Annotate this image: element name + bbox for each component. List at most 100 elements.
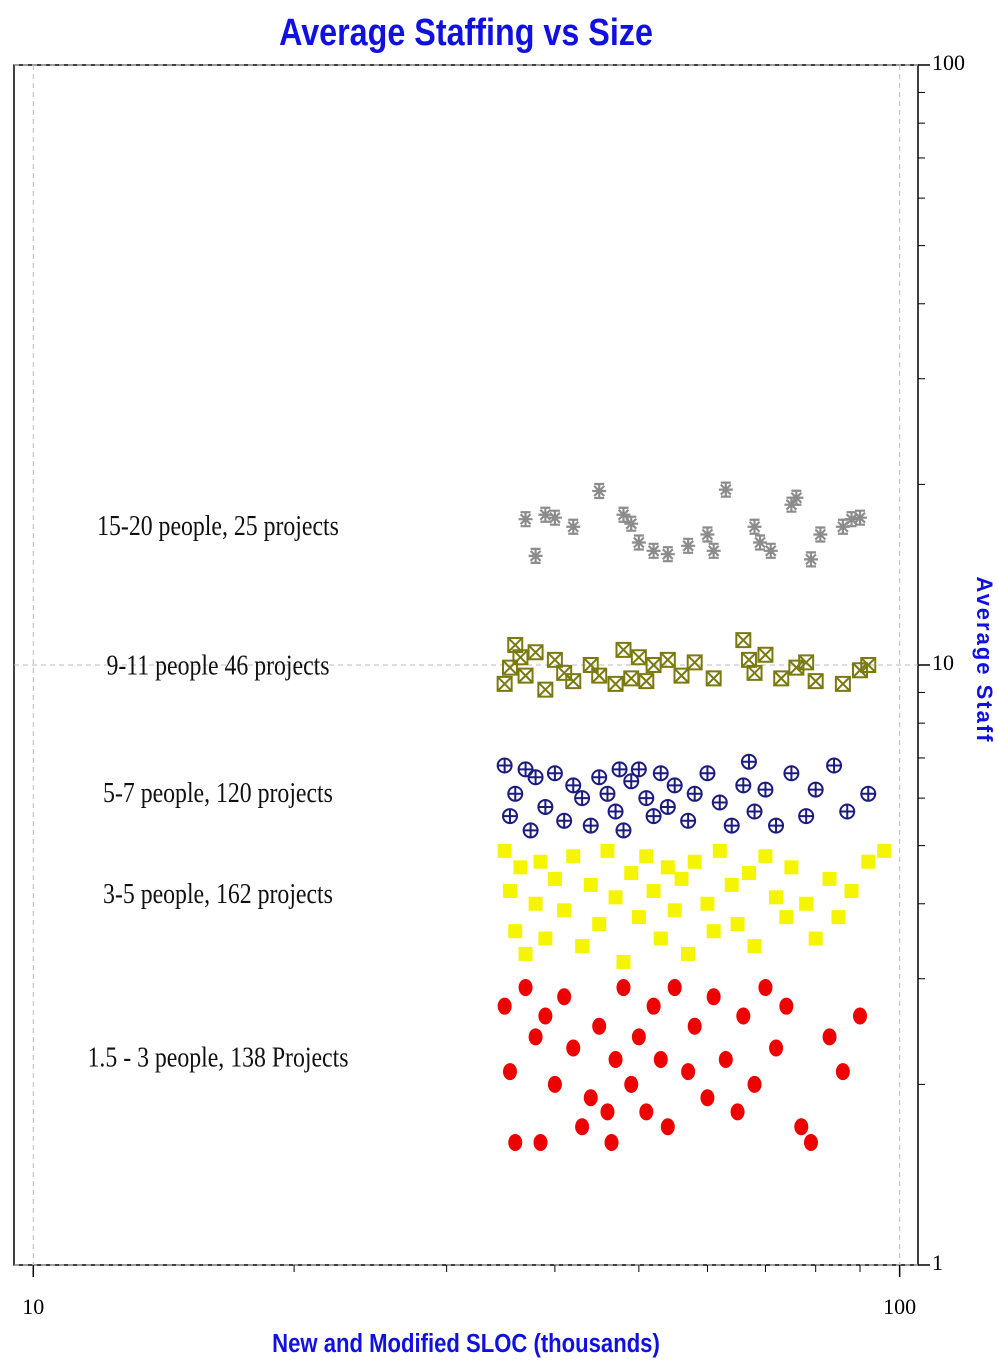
y-tick-label: 100: [932, 50, 965, 75]
data-point: [674, 871, 689, 886]
data-point: [808, 931, 823, 946]
data-point: [763, 542, 778, 559]
data-point: [718, 481, 733, 498]
data-point: [660, 546, 675, 563]
data-point: [730, 917, 745, 932]
data-point: [653, 931, 668, 946]
data-point: [798, 654, 815, 671]
data-point: [645, 808, 662, 825]
y-tick-label: 10: [932, 650, 954, 675]
data-point: [735, 632, 752, 649]
data-point: [592, 917, 607, 932]
data-point: [615, 822, 632, 839]
data-point: [826, 757, 843, 774]
data-point: [844, 511, 859, 528]
data-point: [822, 1028, 837, 1046]
data-point: [507, 785, 524, 802]
data-point: [735, 777, 752, 794]
data-point: [557, 988, 572, 1006]
data-point: [575, 1118, 590, 1136]
data-point: [687, 1017, 702, 1035]
data-point: [839, 803, 856, 820]
data-point: [673, 667, 690, 684]
data-point: [746, 803, 763, 820]
x-tick-label: 100: [883, 1294, 916, 1319]
data-point: [807, 781, 824, 798]
data-point: [565, 777, 582, 794]
data-point: [517, 761, 534, 778]
data-point: [624, 515, 639, 532]
x-axis-label: New and Modified SLOC (thousands): [272, 1329, 660, 1358]
data-point: [718, 1051, 733, 1069]
series-label: 5-7 people, 120 projects: [103, 777, 333, 808]
data-point: [747, 939, 762, 954]
y-axis-label: Average Staff: [972, 576, 997, 743]
data-point: [807, 673, 824, 690]
data-point: [592, 1017, 607, 1035]
data-point: [768, 817, 785, 834]
data-point: [645, 657, 662, 673]
data-point: [779, 910, 794, 925]
data-point: [799, 896, 814, 911]
data-point: [607, 675, 624, 692]
data-point: [758, 979, 773, 997]
data-point: [844, 884, 859, 899]
data-point: [860, 785, 877, 802]
data-point: [813, 526, 828, 543]
data-point: [600, 843, 615, 858]
data-point: [538, 1007, 553, 1025]
data-point: [527, 769, 544, 786]
data-point: [547, 509, 562, 526]
data-point: [615, 641, 632, 658]
data-point: [686, 654, 703, 671]
data-point: [783, 765, 800, 782]
data-point: [769, 1039, 784, 1057]
data-point: [631, 1028, 646, 1046]
data-point: [877, 843, 892, 858]
data-point: [853, 509, 868, 526]
data-point: [591, 667, 608, 684]
data-point: [582, 817, 599, 834]
data-point: [831, 910, 846, 925]
data-point: [681, 537, 696, 554]
data-point: [631, 910, 646, 925]
data-point: [803, 1134, 818, 1152]
data-point: [835, 518, 850, 535]
data-point: [611, 761, 628, 778]
series-label: 9-11 people 46 projects: [106, 650, 329, 681]
data-point: [547, 1075, 562, 1093]
data-point: [666, 777, 683, 794]
data-point: [700, 1089, 715, 1107]
data-point: [528, 547, 543, 564]
data-point: [565, 673, 582, 690]
data-point: [852, 662, 869, 679]
data-point: [574, 790, 591, 807]
data-point: [646, 884, 661, 899]
data-point: [502, 884, 517, 899]
data-point: [798, 808, 815, 825]
data-point: [686, 785, 703, 802]
data-point: [757, 646, 774, 663]
data-point: [533, 854, 548, 869]
data-point: [794, 1118, 809, 1136]
data-point: [583, 877, 598, 892]
data-point: [502, 1063, 517, 1081]
data-point: [624, 866, 639, 881]
data-point: [653, 1051, 668, 1069]
data-point: [659, 651, 676, 668]
data-point: [513, 860, 528, 875]
data-point: [861, 854, 876, 869]
data-point: [740, 651, 757, 668]
data-point: [631, 534, 646, 551]
data-point: [860, 657, 877, 673]
data-point: [853, 1007, 868, 1025]
data-point: [508, 924, 523, 939]
data-point: [834, 675, 851, 692]
data-point: [652, 765, 669, 782]
data-point: [604, 1134, 619, 1152]
data-point: [496, 675, 513, 692]
data-point: [747, 1075, 762, 1093]
data-point: [639, 1103, 654, 1121]
series-label: 1.5 - 3 people, 138 Projects: [88, 1042, 349, 1073]
data-point: [822, 871, 837, 886]
